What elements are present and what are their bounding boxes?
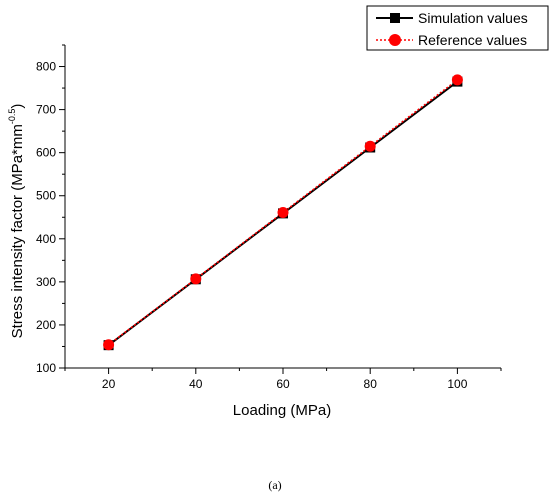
legend-reference-circle-marker <box>389 34 401 46</box>
y-tick-label: 600 <box>36 146 56 160</box>
reference-data-point <box>277 207 289 219</box>
plot-area <box>65 45 501 368</box>
x-tick-label: 100 <box>447 377 467 391</box>
series-line-reference <box>108 79 458 346</box>
plot-background <box>65 45 501 368</box>
figure-caption: (a) <box>268 478 282 492</box>
legend-label-simulation: Simulation values <box>418 10 528 26</box>
reference-data-point <box>190 273 202 285</box>
y-axis-title-close: ) <box>9 104 26 109</box>
x-tick-label: 80 <box>364 377 378 391</box>
y-axis-title: Stress intensity factor (MPa*mm-0.5) <box>7 104 26 339</box>
y-tick-label: 300 <box>36 275 56 289</box>
reference-data-point <box>451 74 463 86</box>
reference-data-point <box>364 140 376 152</box>
x-tick-label: 60 <box>276 377 290 391</box>
x-tick-label: 20 <box>102 377 116 391</box>
y-tick-label: 800 <box>36 60 56 74</box>
reference-data-point <box>103 339 115 351</box>
x-axis-title: Loading (MPa) <box>233 402 331 419</box>
y-axis-title-exponent: -0.5 <box>7 109 17 125</box>
legend-simulation-square-marker <box>390 13 400 23</box>
y-tick-label: 700 <box>36 103 56 117</box>
y-tick-label: 500 <box>36 189 56 203</box>
y-tick-label: 100 <box>36 361 56 375</box>
legend-entry-reference: Reference values <box>376 32 527 48</box>
series-layer <box>103 74 463 351</box>
y-tick-label: 400 <box>36 232 56 246</box>
legend-entry-simulation: Simulation values <box>376 10 528 26</box>
y-tick-label: 200 <box>36 318 56 332</box>
x-tick-label: 40 <box>189 377 203 391</box>
axes: 20 40 60 80 100 100 200 300 400 500 600 700 800 <box>36 44 502 391</box>
legend-label-reference: Reference values <box>418 32 527 48</box>
y-axis-title-main: Stress intensity factor (MPa*mm <box>9 124 26 338</box>
legend: Simulation values Reference values <box>366 5 549 51</box>
